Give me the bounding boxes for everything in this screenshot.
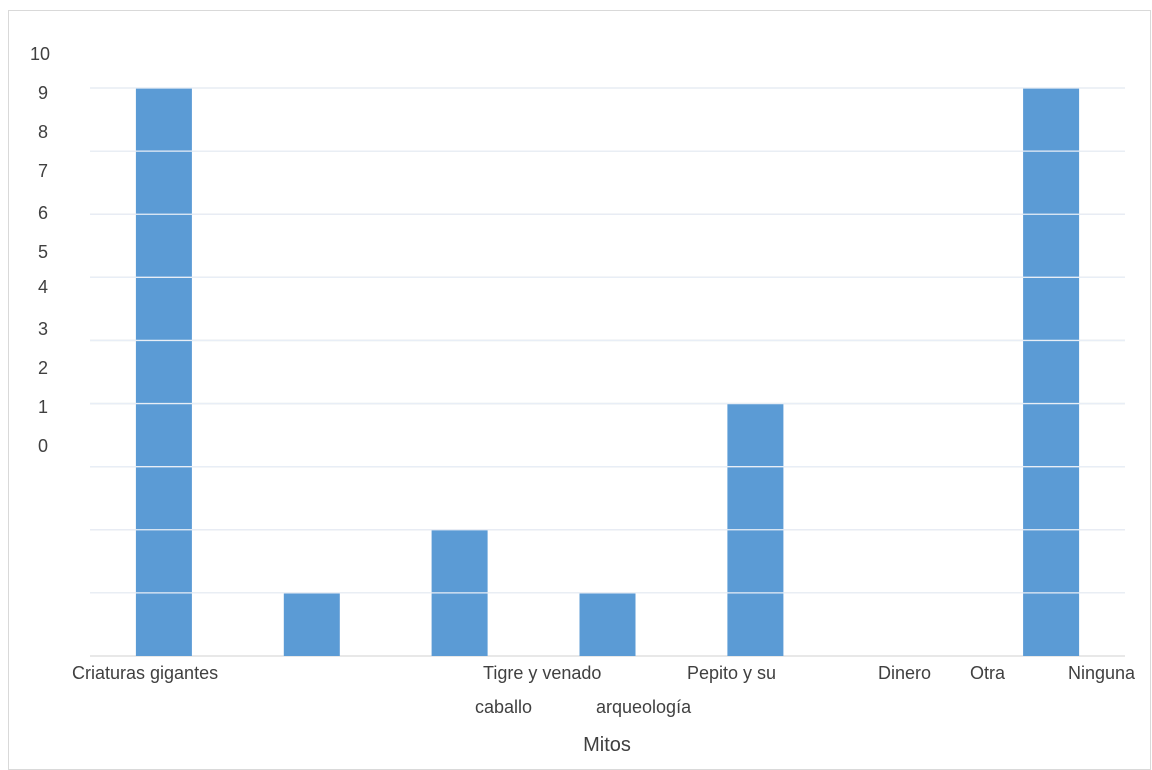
- y-tick-labels: 10 9 8 7 6 5 4 3 2 1 0: [30, 44, 50, 456]
- category-label-otra: Otra: [970, 663, 1006, 683]
- y-tick-label: 4: [38, 277, 48, 297]
- category-label-criaturas-gigantes: Criaturas gigantes: [72, 663, 218, 683]
- y-tick-label: 9: [38, 83, 48, 103]
- y-tick-label: 8: [38, 122, 48, 142]
- y-tick-label: 6: [38, 203, 48, 223]
- bar-3: [579, 592, 636, 656]
- bar-1: [283, 592, 340, 656]
- category-label-pepito-y-su: Pepito y su: [687, 663, 776, 683]
- bar-6: [1023, 88, 1080, 656]
- y-tick-label: 10: [30, 44, 50, 64]
- y-tick-label: 7: [38, 161, 48, 181]
- y-tick-label: 5: [38, 242, 48, 262]
- y-tick-label: 3: [38, 319, 48, 339]
- y-tick-label: 2: [38, 358, 48, 378]
- category-label-tigre-y-venado: Tigre y venado: [483, 663, 601, 683]
- gridlines: [90, 87, 1125, 657]
- bar-0: [135, 88, 192, 656]
- y-tick-label: 0: [38, 436, 48, 456]
- category-label-caballo: caballo: [475, 697, 532, 717]
- x-category-labels: Criaturas gigantes Tigre y venado Pepito…: [72, 663, 1136, 717]
- y-tick-label: 1: [38, 397, 48, 417]
- x-axis-title: Mitos: [583, 734, 631, 756]
- category-label-dinero: Dinero: [878, 663, 931, 683]
- category-label-arqueologia: arqueología: [596, 697, 692, 717]
- category-label-ninguna: Ninguna: [1068, 663, 1136, 683]
- bars: [90, 87, 1125, 656]
